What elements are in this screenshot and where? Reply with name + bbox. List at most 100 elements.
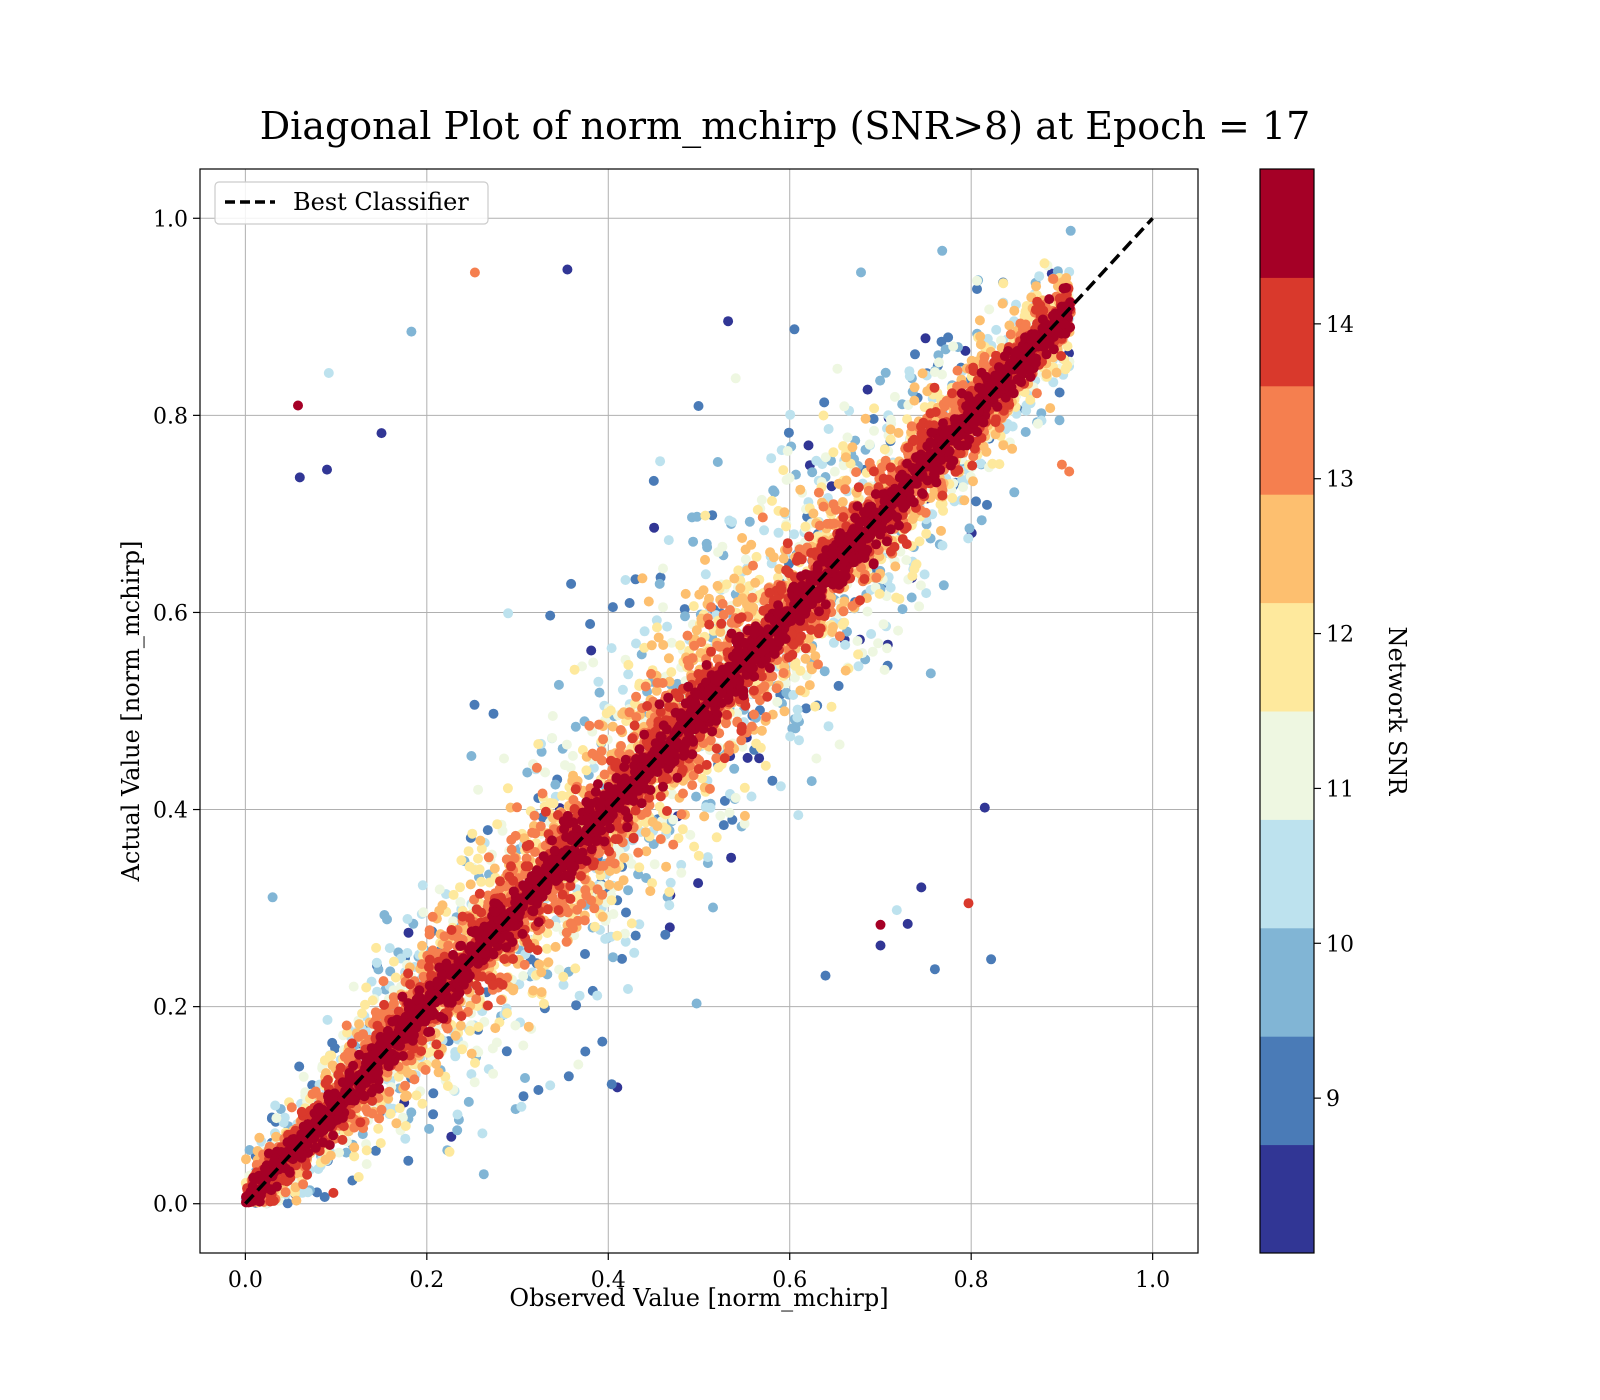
scatter-point xyxy=(562,264,573,275)
scatter-point xyxy=(630,930,641,941)
scatter-point xyxy=(520,1073,530,1083)
scatter-point xyxy=(466,751,477,761)
scatter-point xyxy=(702,852,713,863)
scatter-point xyxy=(341,1020,352,1031)
scatter-point xyxy=(771,683,782,694)
scatter-point xyxy=(729,573,740,584)
scatter-point xyxy=(837,497,848,507)
scatter-point xyxy=(649,522,660,533)
scatter-point xyxy=(880,367,891,378)
scatter-point xyxy=(971,496,981,507)
scatter-point xyxy=(676,859,687,870)
scatter-point xyxy=(508,983,519,994)
scatter-point xyxy=(1032,418,1043,429)
scatter-point xyxy=(902,918,913,929)
scatter-point xyxy=(773,572,783,583)
scatter-point xyxy=(847,442,858,453)
scatter-point xyxy=(598,860,609,871)
scatter-point xyxy=(704,783,715,794)
scatter-point xyxy=(367,995,378,1006)
scatter-point xyxy=(828,447,839,458)
scatter-point xyxy=(489,863,500,874)
scatter-point xyxy=(751,738,762,749)
scatter-point xyxy=(795,685,806,696)
scatter-point xyxy=(882,643,892,654)
scatter-point xyxy=(830,504,841,515)
scatter-point xyxy=(540,767,551,778)
scatter-point xyxy=(691,998,702,1009)
scatter-point xyxy=(800,653,811,664)
scatter-point xyxy=(550,779,561,790)
scatter-point xyxy=(569,664,580,675)
scatter-point xyxy=(473,784,484,795)
scatter-point xyxy=(730,792,741,803)
scatter-point xyxy=(470,1057,480,1068)
scatter-point xyxy=(868,414,879,424)
scatter-point xyxy=(1045,403,1056,414)
scatter-point xyxy=(502,1008,512,1019)
scatter-point xyxy=(1056,459,1067,470)
scatter-point xyxy=(711,743,722,754)
scatter-point xyxy=(353,1172,364,1182)
scatter-point xyxy=(658,602,668,613)
scatter-point xyxy=(789,324,800,335)
scatter-point xyxy=(465,879,476,890)
scatter-point xyxy=(919,569,930,580)
scatter-point xyxy=(469,1077,480,1088)
scatter-point xyxy=(975,331,986,342)
scatter-point xyxy=(958,482,968,493)
scatter-point xyxy=(244,1145,255,1155)
scatter-point xyxy=(906,421,917,432)
scatter-point xyxy=(1034,271,1045,282)
scatter-point xyxy=(916,882,927,893)
scatter-point xyxy=(937,498,948,509)
scatter-point xyxy=(1031,388,1042,399)
scatter-point xyxy=(570,721,581,732)
scatter-point xyxy=(512,802,522,813)
scatter-point xyxy=(781,521,791,532)
scatter-point xyxy=(492,819,503,830)
scatter-point xyxy=(613,881,624,891)
scatter-point xyxy=(893,625,904,636)
scatter-point xyxy=(790,657,801,668)
scatter-point xyxy=(501,1046,512,1057)
scatter-point xyxy=(443,940,454,951)
scatter-point xyxy=(584,720,595,731)
scatter-point xyxy=(566,578,577,589)
scatter-point xyxy=(806,776,817,787)
scatter-point xyxy=(976,515,987,526)
scatter-point xyxy=(680,611,690,622)
scatter-point xyxy=(442,1081,453,1091)
scatter-point xyxy=(483,852,494,863)
scatter-point xyxy=(795,484,806,495)
scatter-point xyxy=(866,629,877,639)
scatter-point xyxy=(488,1068,499,1079)
scatter-point xyxy=(841,475,852,486)
scatter-point xyxy=(991,324,1002,335)
scatter-point xyxy=(1009,487,1020,498)
scatter-point xyxy=(474,864,485,875)
scatter-point xyxy=(948,341,959,352)
scatter-point xyxy=(840,639,851,650)
scatter-point xyxy=(868,466,879,477)
scatter-point xyxy=(361,1159,372,1170)
scatter-point xyxy=(457,1044,468,1055)
scatter-point xyxy=(756,494,767,505)
scatter-point xyxy=(838,441,849,452)
scatter-point xyxy=(719,795,730,806)
scatter-point xyxy=(620,936,631,947)
scatter-point xyxy=(936,525,946,536)
scatter-point xyxy=(310,1086,321,1097)
scatter-point xyxy=(624,598,635,608)
scatter-point xyxy=(972,275,982,286)
scatter-point xyxy=(280,1187,291,1198)
scatter-point xyxy=(792,704,803,715)
scatter-point xyxy=(444,1146,455,1157)
scatter-point xyxy=(371,957,382,968)
scatter-point xyxy=(420,1064,431,1075)
scatter-point xyxy=(403,927,414,938)
scatter-point xyxy=(541,943,552,954)
scatter-point xyxy=(869,425,879,436)
scatter-point xyxy=(601,708,612,719)
scatter-point xyxy=(910,349,920,360)
